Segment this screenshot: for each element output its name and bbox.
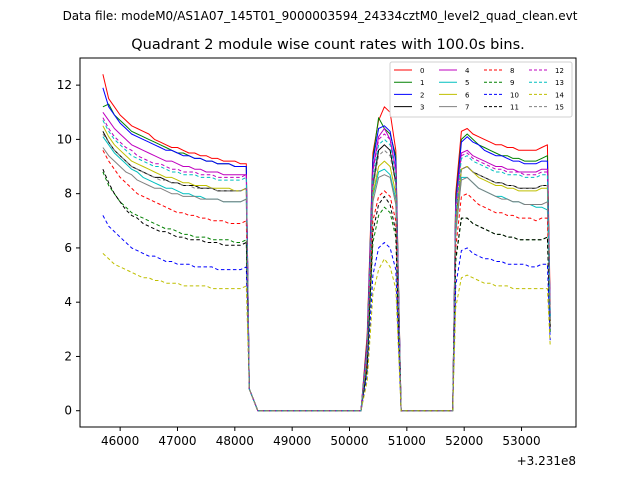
y-tick-label: 8 (64, 187, 72, 201)
y-tick-label: 10 (57, 132, 72, 146)
legend-label-8: 8 (510, 67, 514, 75)
chart-title: Quadrant 2 module wise count rates with … (131, 37, 525, 53)
x-tick-label: 48000 (216, 434, 254, 448)
legend-label-2: 2 (420, 91, 424, 99)
series-line-14 (102, 253, 551, 412)
y-tick-label: 0 (64, 404, 72, 418)
legend-label-4: 4 (465, 67, 470, 75)
legend-label-7: 7 (465, 104, 469, 112)
x-tick-label: 49000 (273, 434, 311, 448)
legend-box (389, 61, 573, 118)
y-tick-label: 2 (64, 349, 72, 363)
x-tick-label: 51000 (388, 434, 426, 448)
legend-label-14: 14 (555, 91, 564, 99)
y-axis: 0 2 4 6 8 10 12 (57, 78, 80, 418)
legend-label-10: 10 (510, 91, 519, 99)
legend-label-15: 15 (555, 104, 564, 112)
x-tick-label: 47000 (158, 434, 196, 448)
series-line-12 (102, 117, 551, 412)
legend-label-9: 9 (510, 79, 514, 87)
legend-label-13: 13 (555, 79, 564, 87)
x-tick-label: 50000 (330, 434, 368, 448)
figure-suptitle: Data file: modeM0/AS1A07_145T01_90000035… (63, 9, 578, 23)
series-line-15 (102, 133, 551, 412)
x-axis: 46000 47000 48000 49000 50000 51000 52000 53000 (101, 427, 541, 448)
legend-label-1: 1 (420, 79, 424, 87)
x-offset-label: +3.231e8 (517, 454, 576, 468)
x-tick-label: 46000 (101, 434, 139, 448)
legend-label-12: 12 (555, 67, 564, 75)
series-line-8 (102, 150, 551, 412)
legend-label-11: 11 (510, 104, 519, 112)
y-tick-label: 6 (64, 241, 72, 255)
series-layer (102, 74, 551, 412)
legend-label-3: 3 (420, 104, 424, 112)
legend-label-5: 5 (465, 79, 469, 87)
legend-label-0: 0 (420, 67, 424, 75)
x-tick-label: 53000 (502, 434, 540, 448)
y-tick-label: 4 (64, 295, 72, 309)
legend-label-6: 6 (465, 91, 470, 99)
x-tick-label: 52000 (445, 434, 483, 448)
axes-frame (79, 57, 577, 428)
y-tick-label: 12 (57, 78, 72, 92)
